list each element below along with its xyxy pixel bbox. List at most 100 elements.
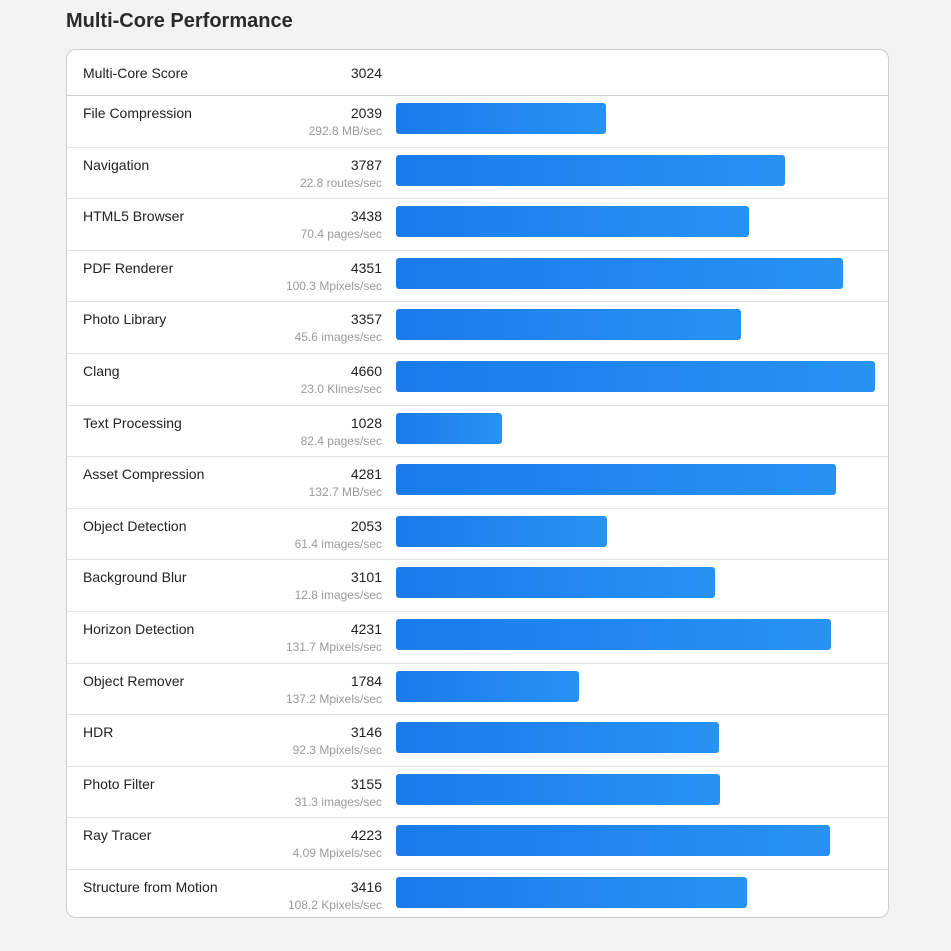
score-bar-track <box>396 670 875 702</box>
summary-label: Multi-Core Score <box>83 65 189 81</box>
benchmark-row: Clang 4660 23.0 Klines/sec <box>67 354 888 406</box>
score-bar <box>396 618 831 650</box>
score-bar <box>396 825 831 857</box>
summary-row: Multi-Core Score 3024 <box>67 50 888 96</box>
score-bar-track <box>396 567 875 599</box>
benchmark-row: Asset Compression 4281 132.7 MB/sec <box>67 457 888 509</box>
benchmark-rate: 45.6 images/sec <box>294 330 382 345</box>
benchmark-row: Photo Filter 3155 31.3 images/sec <box>67 767 888 819</box>
benchmark-name: Asset Compression <box>83 466 205 483</box>
benchmark-score: 1784 <box>350 672 382 689</box>
benchmark-score: 3787 <box>350 156 382 173</box>
score-bar <box>396 206 750 238</box>
benchmark-row: HDR 3146 92.3 Mpixels/sec <box>67 715 888 767</box>
benchmark-name: Structure from Motion <box>83 878 218 895</box>
benchmark-score: 4223 <box>350 827 382 844</box>
benchmark-rate: 70.4 pages/sec <box>300 227 382 242</box>
benchmark-score: 4660 <box>350 362 382 379</box>
benchmark-name: Photo Filter <box>83 775 155 792</box>
score-bar-track <box>396 309 875 341</box>
benchmark-score: 1028 <box>350 414 382 431</box>
benchmark-rate: 292.8 MB/sec <box>308 124 382 138</box>
score-bar <box>396 360 875 392</box>
score-bar <box>396 412 502 444</box>
benchmark-rate: 61.4 images/sec <box>294 536 382 551</box>
benchmark-rate: 131.7 Mpixels/sec <box>285 639 382 654</box>
benchmark-name: HTML5 Browser <box>83 208 185 225</box>
benchmark-score: 3155 <box>350 775 382 792</box>
benchmark-score: 3146 <box>350 724 382 741</box>
benchmark-score: 3416 <box>350 878 382 895</box>
benchmark-score: 4231 <box>350 620 382 637</box>
benchmark-score: 4281 <box>350 466 382 483</box>
benchmark-name: Photo Library <box>83 311 167 328</box>
benchmark-rate: 23.0 Klines/sec <box>300 381 382 396</box>
benchmark-score: 3438 <box>350 208 382 225</box>
score-bar-track <box>396 618 875 650</box>
benchmark-row: Structure from Motion 3416 108.2 Kpixels/s… <box>67 870 888 917</box>
benchmark-rate: 22.8 routes/sec <box>299 175 382 190</box>
benchmark-name: Object Remover <box>83 672 185 689</box>
benchmark-name: File Compression <box>83 105 192 121</box>
benchmark-score: 2039 <box>350 105 382 121</box>
benchmark-rate: 137.2 Mpixels/sec <box>285 691 382 706</box>
benchmark-rate: 12.8 images/sec <box>294 588 382 603</box>
score-bar-track <box>396 257 875 289</box>
benchmark-row: File Compression 2039 292.8 MB/sec <box>67 96 888 148</box>
benchmark-row: Object Remover 1784 137.2 Mpixels/sec <box>67 664 888 716</box>
score-bar <box>396 257 844 289</box>
score-bar-track <box>396 154 875 186</box>
benchmark-score: 3101 <box>350 569 382 586</box>
benchmark-name: Text Processing <box>83 414 182 431</box>
summary-score: 3024 <box>350 65 382 81</box>
benchmark-name: Horizon Detection <box>83 620 195 637</box>
score-bar-track <box>396 464 875 496</box>
score-bar-track <box>396 103 875 134</box>
score-bar <box>396 722 720 754</box>
score-bar <box>396 567 715 599</box>
results-card: Multi-Core Score 3024 File Compression 20… <box>66 49 889 918</box>
score-bar <box>396 670 580 702</box>
benchmark-name: Navigation <box>83 156 150 173</box>
benchmark-row: Navigation 3787 22.8 routes/sec <box>67 148 888 200</box>
score-bar <box>396 154 786 186</box>
benchmark-name: PDF Renderer <box>83 259 174 276</box>
score-bar-track <box>396 773 875 805</box>
score-bar <box>396 103 606 134</box>
benchmark-row: Photo Library 3357 45.6 images/sec <box>67 302 888 354</box>
benchmark-name: Background Blur <box>83 569 187 586</box>
benchmark-score: 3357 <box>350 311 382 328</box>
score-bar <box>396 309 742 341</box>
benchmark-score: 4351 <box>350 259 382 276</box>
benchmark-name: Object Detection <box>83 517 187 534</box>
benchmark-row: PDF Renderer 4351 100.3 Mpixels/sec <box>67 251 888 303</box>
benchmark-row: Ray Tracer 4223 4.09 Mpixels/sec <box>67 818 888 870</box>
score-bar-track <box>396 515 875 547</box>
benchmark-row: HTML5 Browser 3438 70.4 pages/sec <box>67 199 888 251</box>
benchmark-row: Background Blur 3101 12.8 images/sec <box>67 560 888 612</box>
score-bar <box>396 773 721 805</box>
score-bar-track <box>396 825 875 857</box>
benchmark-rate: 92.3 Mpixels/sec <box>292 743 382 758</box>
page-title: Multi-Core Performance <box>66 10 293 32</box>
score-bar-track <box>396 412 875 444</box>
score-bar-track <box>396 876 875 908</box>
benchmark-rate: 132.7 MB/sec <box>308 485 382 500</box>
benchmark-row: Object Detection 2053 61.4 images/sec <box>67 509 888 561</box>
score-bar-track <box>396 722 875 754</box>
benchmark-score: 2053 <box>350 517 382 534</box>
benchmark-list: File Compression 2039 292.8 MB/sec Navigati… <box>67 96 888 917</box>
benchmark-row: Horizon Detection 4231 131.7 Mpixels/sec <box>67 612 888 664</box>
benchmark-name: Clang <box>83 362 120 379</box>
score-bar <box>396 464 837 496</box>
score-bar <box>396 515 608 547</box>
benchmark-row: Text Processing 1028 82.4 pages/sec <box>67 406 888 458</box>
benchmark-rate: 100.3 Mpixels/sec <box>285 278 382 293</box>
benchmark-rate: 4.09 Mpixels/sec <box>292 846 382 861</box>
score-bar <box>396 876 748 908</box>
score-bar-track <box>396 206 875 238</box>
score-bar-track <box>396 360 875 392</box>
benchmark-rate: 82.4 pages/sec <box>300 433 382 448</box>
benchmark-rate: 108.2 Kpixels/sec <box>287 897 382 912</box>
benchmark-name: HDR <box>83 724 114 741</box>
